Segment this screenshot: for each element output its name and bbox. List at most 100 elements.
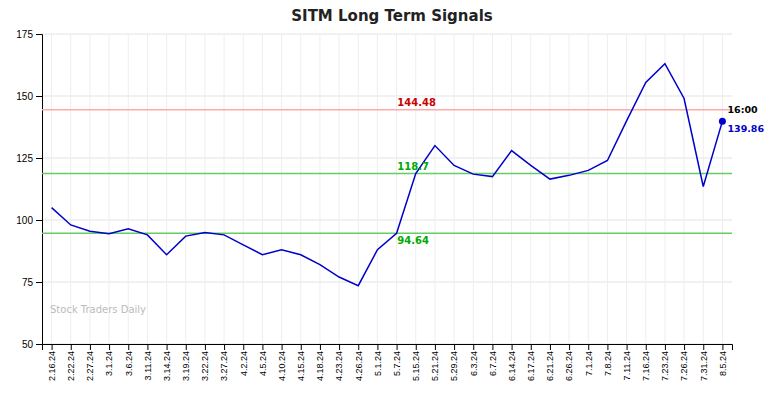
grid-line <box>396 34 397 344</box>
tick: 7.8.24 <box>603 344 613 376</box>
grid-line <box>473 34 474 344</box>
tick-mark <box>167 344 168 350</box>
tick-mark <box>224 344 225 350</box>
plot-area: 50 75 100 125 150 175 2.16.24 2.22.24 2.27.24 3.1… <box>16 29 764 381</box>
tick: 4.23.24 <box>334 344 344 381</box>
tick: 6.17.24 <box>526 344 536 381</box>
reference-label: 144.48 <box>397 97 436 108</box>
labels: 144.48118.794.6416:00139.86Stock Traders… <box>50 97 764 315</box>
tick-mark <box>512 344 513 350</box>
grid-line <box>300 34 301 344</box>
tick: 6.21.24 <box>545 344 555 381</box>
tick: 6.3.24 <box>469 344 479 376</box>
tick-mark <box>339 344 340 350</box>
tick-mark <box>36 34 42 35</box>
tick-label: 3.27.24 <box>219 351 229 381</box>
tick: 150 <box>16 91 42 102</box>
tick-label: 7.8.24 <box>603 351 613 376</box>
tick-label: 4.15.24 <box>296 351 306 381</box>
tick-label: 6.17.24 <box>526 351 536 381</box>
tick: 3.27.24 <box>219 344 229 381</box>
line <box>52 64 723 286</box>
tick-mark <box>703 344 704 350</box>
axis-line <box>36 35 43 345</box>
tick-mark <box>128 344 129 350</box>
tick-label: 4.10.24 <box>277 351 287 381</box>
grid-line <box>626 34 627 344</box>
tick-label: 7.1.24 <box>584 351 594 376</box>
end-point <box>719 118 726 125</box>
tick-mark <box>90 344 91 350</box>
tick-mark <box>492 344 493 350</box>
tick: 6.14.24 <box>507 344 517 381</box>
grid-line <box>70 34 71 344</box>
tick: 4.26.24 <box>354 344 364 381</box>
tick-mark <box>36 158 42 159</box>
tick-label: 7.26.24 <box>679 351 689 381</box>
tick-label: 7.11.24 <box>622 351 632 380</box>
reference-line <box>42 109 732 111</box>
tick: 3.1.24 <box>104 344 114 376</box>
tick-mark <box>186 344 187 350</box>
tick-mark <box>550 344 551 350</box>
tick: 7.26.24 <box>679 344 689 381</box>
tick-mark <box>607 344 608 350</box>
reference-line <box>42 173 732 175</box>
grid-line <box>684 34 685 344</box>
tick: 125 <box>16 153 42 164</box>
axis-line <box>43 345 733 351</box>
grid-line <box>569 34 570 344</box>
tick-label: 6.21.24 <box>545 351 555 381</box>
grid-line <box>42 158 732 159</box>
tick: 2.27.24 <box>85 344 95 381</box>
tick-label: 8.5.24 <box>718 351 728 376</box>
tick: 3.19.24 <box>181 344 191 381</box>
tick-label: 3.19.24 <box>181 351 191 381</box>
tick-label: 3.22.24 <box>200 351 210 381</box>
annotation: 139.86 <box>727 123 764 134</box>
tick-mark <box>473 344 474 350</box>
tick-label: 3.1.24 <box>104 351 114 376</box>
tick: 7.23.24 <box>660 344 670 381</box>
tick-mark <box>435 344 436 350</box>
tick: 5.1.24 <box>373 344 383 376</box>
tick-label: 7.23.24 <box>660 351 670 381</box>
grid-line <box>703 34 704 344</box>
tick: 5.21.24 <box>430 344 440 381</box>
tick-mark <box>588 344 589 350</box>
tick: 4.10.24 <box>277 344 287 381</box>
tick: 5.29.24 <box>449 344 459 381</box>
tick-label: 125 <box>16 153 33 164</box>
grid-line <box>377 34 378 344</box>
grid-line <box>243 34 244 344</box>
tick-label: 4.2.24 <box>239 351 249 376</box>
tick-label: 5.15.24 <box>411 351 421 381</box>
tick-label: 6.14.24 <box>507 351 517 381</box>
tick: 75 <box>22 277 42 288</box>
grid-line <box>281 34 282 344</box>
tick: 4.15.24 <box>296 344 306 381</box>
tick-label: 5.1.24 <box>373 351 383 376</box>
tick: 100 <box>16 215 42 226</box>
tick-mark <box>282 344 283 350</box>
tick: 2.16.24 <box>47 344 57 381</box>
grid-line <box>42 34 732 35</box>
tick: 3.14.24 <box>162 344 172 381</box>
tick: 6.7.24 <box>488 344 498 376</box>
tick-label: 175 <box>16 29 33 40</box>
tick: 4.2.24 <box>239 344 249 376</box>
grid-line <box>645 34 646 344</box>
tick-label: 2.27.24 <box>85 351 95 381</box>
grid-line <box>185 34 186 344</box>
tick-label: 3.11.24 <box>143 351 153 380</box>
grid-line <box>530 34 531 344</box>
tick-label: 6.7.24 <box>488 351 498 376</box>
grid-line <box>42 96 732 97</box>
grid-line <box>607 34 608 344</box>
tick-label: 50 <box>22 339 34 350</box>
y-axis: 50 75 100 125 150 175 <box>16 29 42 350</box>
tick-label: 2.22.24 <box>66 351 76 381</box>
tick-mark <box>262 344 263 350</box>
x-axis: 2.16.242.22.242.27.243.1.243.6.243.11.24… <box>43 344 733 381</box>
tick-mark <box>569 344 570 350</box>
